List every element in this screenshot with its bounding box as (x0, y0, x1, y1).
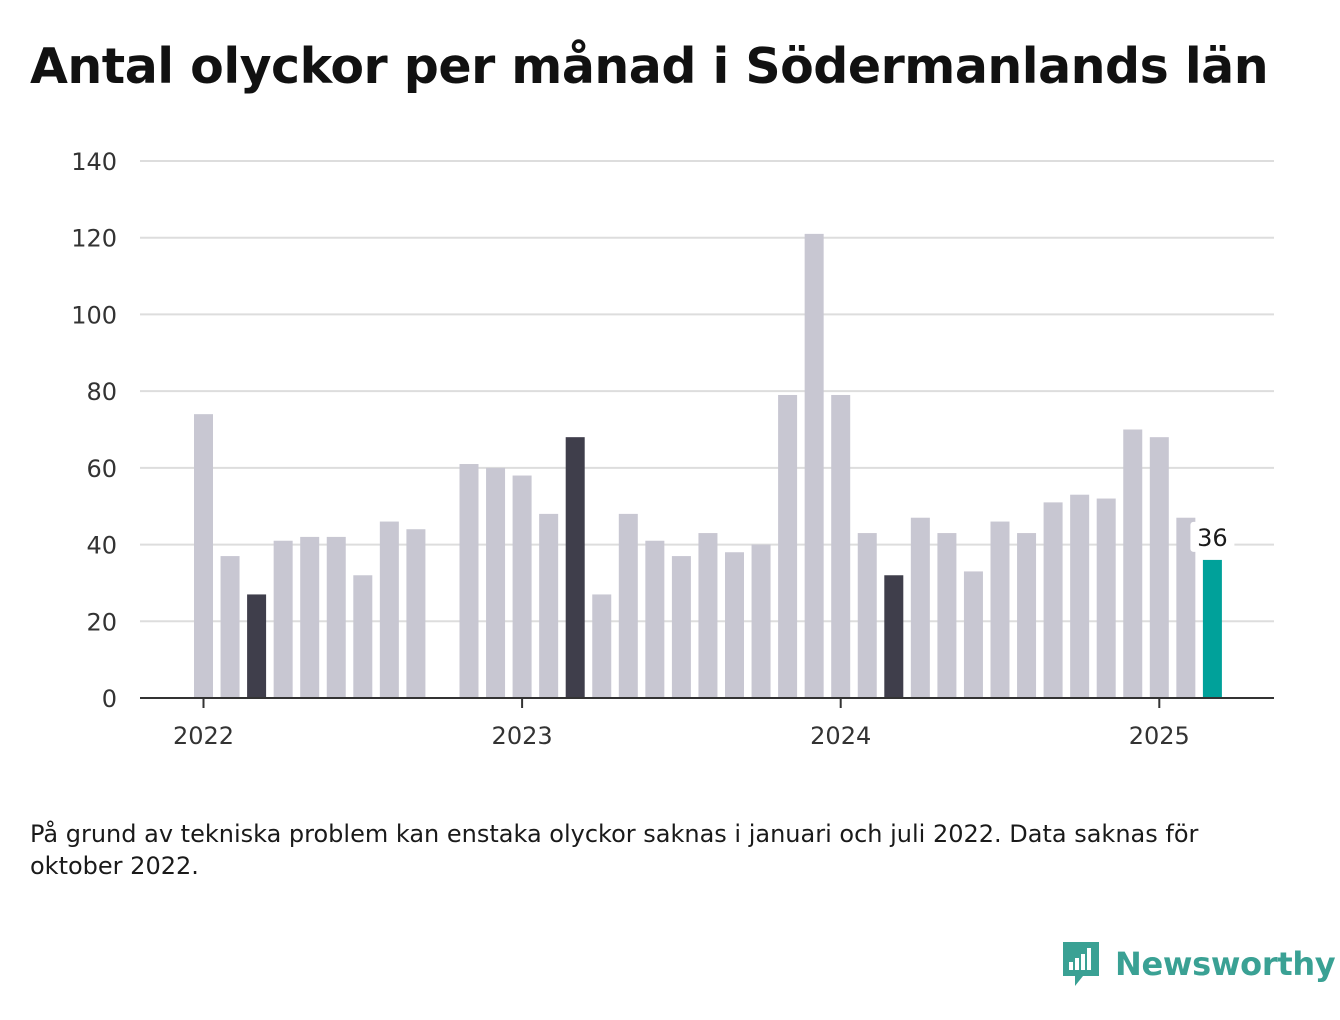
bar-2023-01 (512, 475, 532, 698)
x-tick-label: 2025 (1129, 722, 1190, 750)
x-axis-ticks: 2022 2023 2024 2025 (173, 698, 1190, 750)
bar-2022-02 (220, 556, 240, 698)
bar-2024-10 (1070, 494, 1090, 698)
bar-2024-11 (1096, 498, 1116, 698)
brand-logo[interactable]: Newsworthy (1061, 940, 1336, 988)
bar-2023-08 (698, 533, 718, 698)
bar-2025-02 (1176, 517, 1196, 698)
bar-2024-05 (937, 533, 957, 698)
bar-2022-04 (273, 540, 293, 698)
bar-2024-04 (910, 517, 930, 698)
data-labels: 36 (1190, 521, 1235, 552)
bar-2024-12 (1123, 429, 1143, 698)
bar-2022-11 (459, 464, 479, 698)
bar-2024-03 (884, 575, 904, 698)
bar-2023-06 (645, 540, 665, 698)
footnote: På grund av tekniska problem kan enstaka… (30, 820, 1199, 880)
bar-2022-03 (247, 594, 267, 698)
data-label-background (1190, 521, 1235, 552)
bar-2022-07 (353, 575, 373, 698)
bar-2024-08 (1017, 533, 1037, 698)
y-tick-label: 0 (102, 685, 117, 713)
bar-2025-03 (1202, 559, 1222, 698)
x-tick-label: 2023 (492, 722, 553, 750)
bar-2023-07 (671, 556, 691, 698)
y-tick-label: 20 (86, 608, 117, 636)
bar-2022-08 (379, 521, 399, 698)
brand-name: Newsworthy (1115, 945, 1336, 983)
bar-2023-03 (565, 437, 585, 698)
bar-2024-06 (963, 571, 983, 698)
y-tick-label: 60 (86, 455, 117, 483)
y-tick-label: 140 (71, 148, 117, 176)
bars (194, 233, 1222, 698)
y-tick-label: 100 (71, 301, 117, 329)
bar-2022-12 (486, 467, 506, 698)
data-label: 36 (1197, 524, 1228, 552)
bar-2022-09 (406, 529, 426, 698)
bar-2023-04 (592, 594, 612, 698)
y-axis-ticks: 0 20 40 60 80 100 120 140 (71, 148, 117, 713)
bar-2022-01 (194, 414, 213, 698)
bar-2024-01 (831, 394, 851, 698)
bar-2024-07 (990, 521, 1010, 698)
chart-title: Antal olyckor per månad i Södermanlands … (30, 38, 1269, 95)
bar-2022-06 (326, 536, 346, 698)
bar-2023-05 (618, 513, 638, 698)
bar-2022-05 (300, 536, 320, 698)
bar-2023-10 (751, 544, 771, 698)
y-tick-label: 80 (86, 378, 117, 406)
x-tick-label: 2024 (810, 722, 871, 750)
bar-2025-01 (1149, 437, 1169, 698)
newsworthy-logo-icon (1063, 942, 1099, 986)
x-tick-label: 2022 (173, 722, 234, 750)
y-tick-label: 120 (71, 225, 117, 253)
bar-2024-02 (857, 533, 877, 698)
y-tick-label: 40 (86, 532, 117, 560)
bar-chart: 0 20 40 60 80 100 120 140 2022 2023 2024 2025 36 (71, 148, 1274, 750)
bar-2023-09 (725, 552, 744, 698)
bar-2023-02 (539, 513, 559, 698)
bar-2023-12 (804, 233, 824, 698)
bar-2024-09 (1043, 502, 1063, 698)
bar-2023-11 (778, 394, 798, 698)
